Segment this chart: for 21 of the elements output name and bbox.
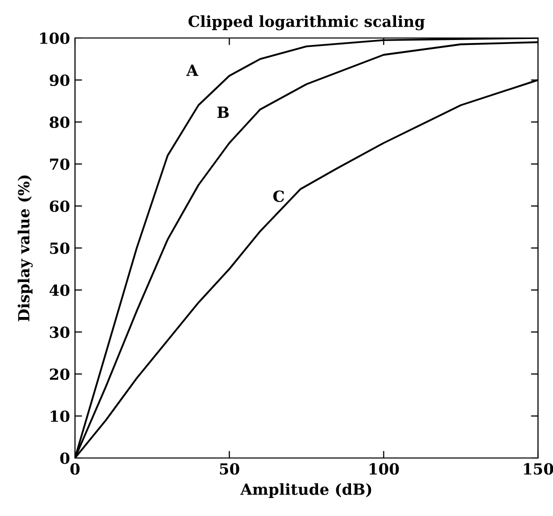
y-tick-label: 70 (50, 158, 70, 170)
y-tick-label: 0 (60, 452, 70, 464)
series-label: A (186, 64, 198, 76)
x-tick-label: 0 (70, 463, 80, 475)
x-axis-title: Amplitude (dB) (240, 483, 372, 498)
chart-title: Clipped logarithmic scaling (188, 15, 425, 30)
x-tick-label: 150 (524, 463, 553, 475)
x-tick-label: 50 (220, 463, 240, 475)
y-tick-label: 60 (50, 200, 70, 212)
y-tick-label: 10 (50, 410, 70, 422)
series-label: B (217, 106, 229, 118)
x-tick-label: 100 (370, 463, 399, 475)
y-tick-label: 40 (50, 284, 70, 296)
y-tick-label: 20 (50, 368, 70, 380)
y-tick-label: 80 (50, 116, 70, 128)
y-tick-label: 50 (50, 242, 70, 254)
series-label: C (273, 190, 284, 202)
y-tick-label: 100 (40, 32, 70, 44)
y-axis-title: Display value (%) (18, 175, 33, 322)
y-tick-label: 90 (50, 74, 70, 86)
y-tick-label: 30 (50, 326, 70, 338)
